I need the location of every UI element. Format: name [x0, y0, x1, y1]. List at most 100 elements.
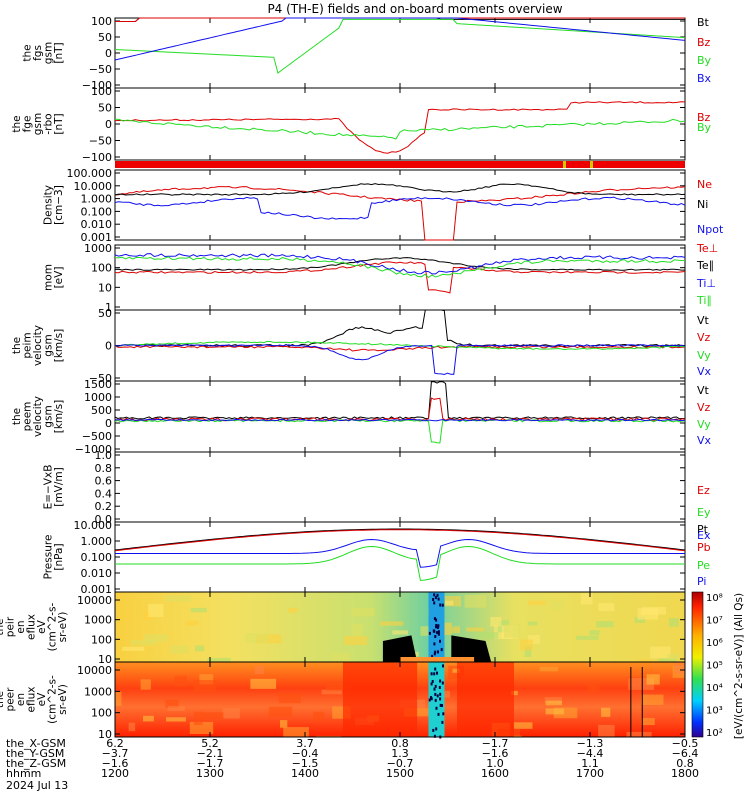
heatmap-cell	[199, 674, 214, 685]
heatmap-cell	[280, 720, 288, 728]
y-axis-label-line: (cm^2-s-	[47, 602, 59, 651]
heatmap-speck	[438, 686, 441, 689]
heatmap-cell	[580, 593, 593, 605]
y-axis-label-line: en	[15, 620, 27, 633]
x-axis-table: the_X-GSM the_Y-GSM the_Z-GSM hhmm 2024 …	[6, 737, 699, 792]
colorbar-tick-label: 10⁶	[706, 638, 723, 649]
mode-strip-mark-2	[590, 161, 593, 168]
legend-density-Ne: Ne	[697, 178, 712, 191]
heatmap-cell	[518, 660, 542, 662]
y-tick-label: −500	[82, 430, 112, 443]
heatmap-cell	[524, 646, 532, 657]
heatmap-speck	[441, 603, 444, 607]
heatmap-speck	[435, 727, 438, 731]
heatmap-cell	[545, 708, 564, 715]
y-axis-label-line: sr-eV)	[57, 684, 69, 715]
legend-fgs-Bx: Bx	[697, 72, 712, 85]
heatmap-cell	[528, 600, 546, 606]
legend-fgs-Bz: Bz	[697, 36, 711, 49]
heatmap-cell	[380, 621, 404, 626]
heatmap-speck	[434, 650, 437, 654]
heatmap-cell	[140, 679, 151, 690]
heatmap-hot-region	[343, 662, 418, 737]
legend-temp-Te∥: Te∥	[696, 259, 714, 272]
series-line-temp-Te⊥	[114, 261, 686, 294]
heatmap-cell	[641, 694, 664, 705]
x-axis-value: 1800	[671, 767, 699, 780]
x-axis-value: 0.8	[391, 737, 409, 750]
y-axis-label-line: [km/s]	[53, 329, 65, 363]
y-axis-label-line: peer	[5, 687, 17, 712]
heatmap-cell	[452, 626, 460, 633]
mode-strip-bar	[115, 161, 685, 168]
y-tick-label: 0.010	[81, 218, 113, 231]
heatmap-cell	[283, 727, 309, 737]
x-axis-value: −0.5	[672, 737, 699, 750]
heatmap-speck	[433, 593, 436, 597]
panel-efield: 1.00.80.60.40.20.0 E=−VxB[mV/m] Ez Ey Ex	[43, 449, 711, 542]
x-axis-value: 1400	[291, 767, 319, 780]
heatmap-cell	[165, 595, 191, 602]
y-tick-label: 1.000	[81, 535, 113, 548]
y-axis-label-line: eV	[36, 619, 48, 633]
y-tick-label: 100	[91, 15, 112, 28]
y-tick-label: 0.8	[95, 462, 113, 475]
x-axis-value: 0.8	[676, 757, 694, 770]
y-tick-label: 1.0	[95, 449, 113, 462]
legend-temp-Ti⊥: Ti⊥	[696, 277, 716, 290]
heatmap-speck	[442, 664, 444, 668]
legend-peim-Vy: Vy	[697, 349, 711, 362]
x-axis-value: −0.4	[292, 747, 319, 760]
y-axis-label-line: [mV/m]	[53, 467, 65, 506]
y-tick-label: 0	[105, 417, 112, 430]
heatmap-speck	[435, 618, 438, 622]
y-tick-label: 0.001	[81, 231, 113, 244]
x-axis-value: −1.5	[292, 757, 319, 770]
x-axis-value: 1600	[481, 767, 509, 780]
colorbar-tick-label: 10²	[706, 728, 723, 739]
heatmap-hot-region	[457, 662, 514, 737]
heatmap-cell	[475, 632, 499, 639]
heatmap-cell	[148, 603, 164, 617]
y-tick-label: 50	[98, 102, 112, 115]
heatmap-speck	[436, 626, 439, 629]
heatmap-cell	[201, 712, 224, 720]
colorbar-tick-label: 10⁷	[706, 616, 723, 627]
y-tick-label: −1000	[75, 443, 112, 456]
heatmap-cell	[143, 715, 154, 722]
panel-frame	[114, 451, 686, 523]
heatmap-cell	[452, 668, 460, 673]
y-tick-label: 0.2	[95, 500, 113, 513]
y-tick-label: −100	[82, 151, 112, 164]
heatmap-cell	[128, 722, 136, 732]
heatmap-speck	[439, 697, 442, 701]
heatmap-speck	[433, 672, 436, 676]
heatmap-cell	[513, 722, 533, 729]
heatmap-cell	[445, 600, 454, 606]
heatmap-cell	[646, 674, 660, 685]
y-tick-label: −50	[89, 135, 112, 148]
heatmap-speck	[431, 680, 434, 683]
panel-frame	[114, 87, 686, 161]
legend-peem-Vy: Vy	[697, 418, 711, 431]
x-axis-value: 1500	[386, 767, 414, 780]
y-tick-label: 10000	[77, 594, 112, 607]
heatmap-speck	[436, 593, 439, 597]
heatmap-cell	[553, 707, 578, 719]
heatmap-cell	[589, 630, 600, 636]
y-tick-label: 0.6	[95, 475, 113, 488]
legend-fgs-Bt: Bt	[697, 16, 710, 29]
heatmap-cell	[268, 706, 293, 717]
legend-efield-Ey: Ey	[697, 506, 711, 519]
heatmap-speck	[441, 720, 444, 724]
legend-efield-Ez: Ez	[697, 484, 710, 497]
series-line-peem-Vy	[114, 419, 686, 444]
y-axis-label-line: the	[11, 408, 23, 425]
x-axis-value: 6.2	[106, 737, 124, 750]
x-axis-value: 1.0	[486, 757, 504, 770]
heatmap-cell	[601, 707, 611, 717]
y-tick-label: 50	[98, 31, 112, 44]
legend-temp-Te⊥: Te⊥	[696, 242, 718, 255]
